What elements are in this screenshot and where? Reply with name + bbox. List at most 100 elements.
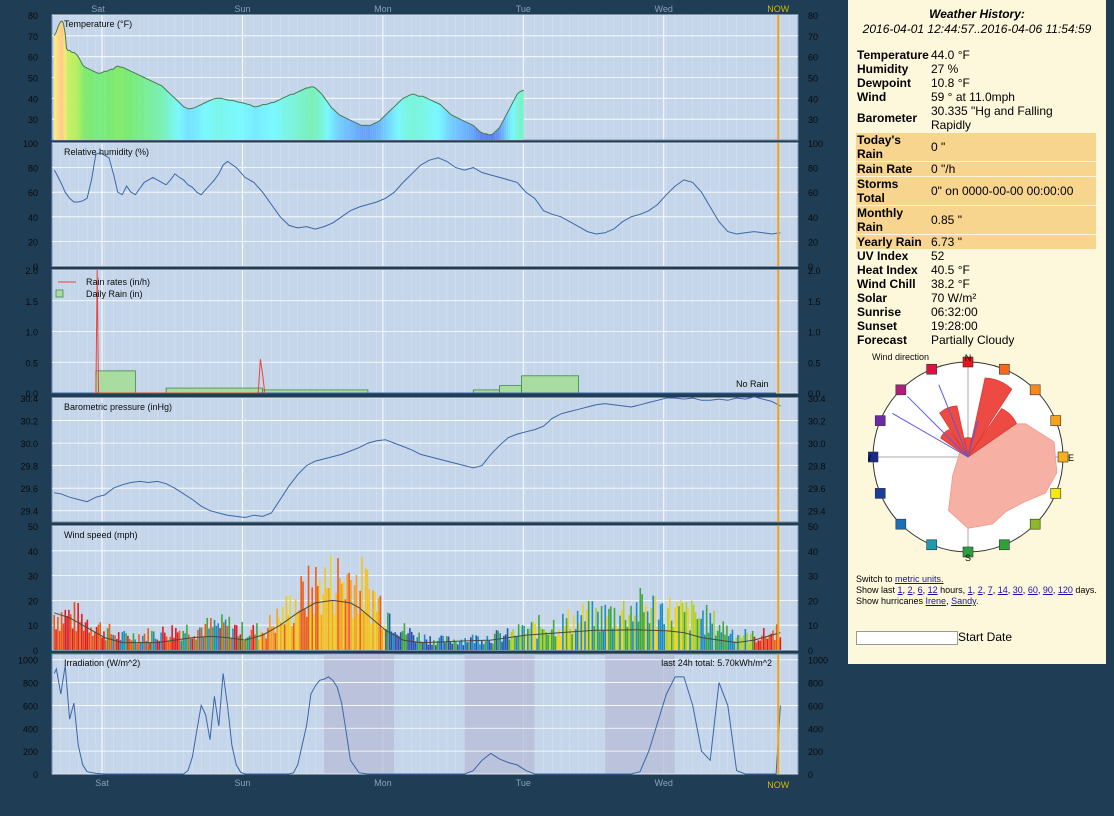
temperature-area-segment [473,125,476,140]
temperature-area-segment [214,98,217,140]
temperature-area-segment [212,98,215,140]
x-label-top: Mon [374,4,392,14]
hours-link-1[interactable]: 1 [897,585,903,595]
temperature-area-segment [172,96,175,140]
temperature-area-segment [109,69,112,140]
temperature-area-segment [111,69,114,140]
temperature-area-segment [446,110,450,140]
temperature-area-segment [207,100,210,140]
temperature-area-segment [326,100,329,140]
now-label-bottom: NOW [767,780,790,790]
temperature-area-segment [238,102,241,140]
panel-4-ytick-left: 0 [33,646,38,656]
start-date-row: Start Date [856,630,1012,645]
panel-4-ytick-right: 0 [808,646,813,656]
temperature-area-segment [256,106,259,140]
hours-link-12[interactable]: 12 [927,585,938,595]
summary-row: Solar 70 W/m² [856,291,1096,305]
summary-value: 30.335 "Hg and Falling Rapidly [931,104,1053,132]
hurricane-link-irene[interactable]: Irene [925,596,947,606]
temperature-area-segment [381,117,384,140]
panel-2-ytick-right: 1.5 [808,297,821,307]
temperature-area-segment [444,108,447,140]
separator: , [982,585,988,595]
hurricanes-prefix: Show hurricanes [856,596,926,606]
temperature-area-segment [374,122,377,140]
temperature-area-segment [249,104,252,140]
panel-2-ytick-left: 2.0 [25,266,38,276]
separator: , [1022,585,1028,595]
temperature-area-segment [330,106,333,140]
temperature-area-segment [163,87,167,140]
daily-rain-bar [499,385,522,394]
start-date-input[interactable] [856,630,958,645]
panel-5-plot-area [52,654,798,774]
metric-units-link[interactable]: metric units. [895,574,944,584]
summary-value: Partially Cloudy [931,333,1015,347]
temperature-area-segment [247,104,250,140]
days-link-30[interactable]: 30 [1012,585,1023,595]
compass-direction-marker [874,488,886,499]
days-link-60[interactable]: 60 [1027,585,1038,595]
hurricane-link-sandy[interactable]: Sandy [951,596,976,606]
panel-5-ytick-right: 600 [808,701,823,711]
now-label-top: NOW [767,4,790,14]
days-link-1[interactable]: 1 [967,585,973,595]
separator: . [975,596,979,606]
days-link-14[interactable]: 14 [997,585,1008,595]
panel-1-ytick-left: 0 [33,262,38,272]
temperature-area-segment [161,85,164,140]
temperature-area-segment [69,50,71,140]
temperature-area-segment [400,98,404,140]
temperature-area-segment [453,116,456,140]
x-label-top: Sat [91,4,105,14]
hours-link-2[interactable]: 2 [907,585,913,595]
panel-1-ytick-left: 100 [23,139,38,149]
panel-2-ytick-left: 1.0 [25,328,38,338]
panel-5-ytick-right: 400 [808,724,823,734]
temperature-area-segment [332,108,336,140]
temperature-area-segment [407,95,410,140]
panel-3-ytick-right: 29.8 [808,462,826,472]
temperature-area-segment [236,101,239,140]
temperature-area-segment [291,94,294,140]
temperature-area-segment [328,103,331,140]
temperature-area-segment [442,106,445,140]
panel-0-ytick-left: 30 [28,115,38,125]
panel-5-ytick-left: 800 [23,679,38,689]
temperature-area-segment [277,99,281,140]
days-link-2[interactable]: 2 [977,585,983,595]
temperature-area-segment [354,122,357,140]
summary-title: Weather History: [929,7,1025,21]
panel-1-ytick-right: 0 [808,262,813,272]
temperature-area-segment [337,112,340,140]
compass-direction-marker [895,384,907,396]
temperature-area-segment [66,48,68,141]
temperature-area-segment [403,97,406,140]
panel-0-ytick-right: 40 [808,94,818,104]
summary-value: 0 "/h [930,161,1096,177]
days-link-120[interactable]: 120 [1057,585,1073,595]
hours-link-6[interactable]: 6 [917,585,923,595]
irradiation-total: last 24h total: 5.70kWh/m^2 [661,658,772,668]
temperature-area-segment [313,86,316,140]
summary-key: Temperature [857,48,929,62]
x-label-bottom: Tue [516,778,531,788]
panel-0-ytick-left: 40 [28,94,38,104]
humidity-line [53,152,781,235]
temperature-area-segment [148,79,151,140]
temperature-area-segment [422,96,425,140]
summary-value: 10.8 °F [931,76,970,90]
temperature-area-segment [414,94,417,140]
temperature-area-segment [297,91,300,140]
temperature-area-segment [359,124,362,140]
days-link-90[interactable]: 90 [1042,585,1053,595]
temperature-area-segment [117,66,121,140]
summary-key: Rain Rate [856,161,930,177]
temperature-area-segment [464,121,467,140]
start-date-label: Start Date [958,630,1013,644]
days-link-7[interactable]: 7 [987,585,993,595]
separator: , [922,585,928,595]
summary-value: 0" on 0000-00-00 00:00:00 [930,176,1096,206]
temperature-area-segment [409,94,412,140]
